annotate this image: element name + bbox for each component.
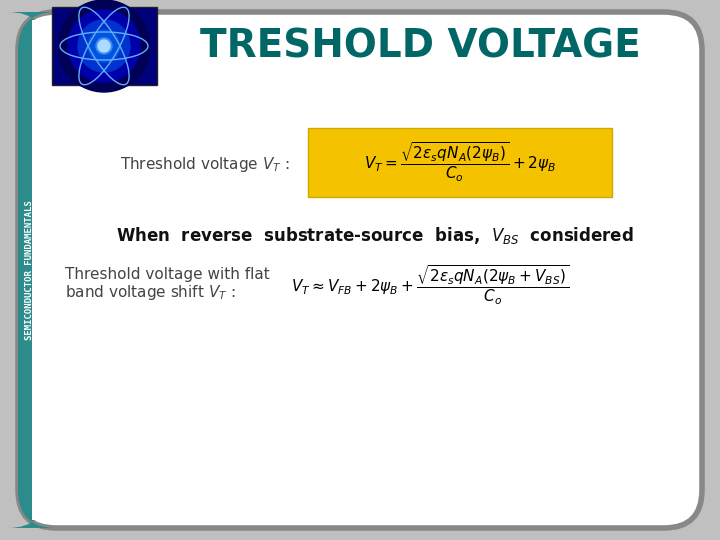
Bar <box>52 7 157 85</box>
FancyBboxPatch shape <box>8 12 56 528</box>
Circle shape <box>78 20 130 72</box>
Text: Threshold voltage $V_T$ :: Threshold voltage $V_T$ : <box>120 156 289 174</box>
Text: $V_T = \dfrac{\sqrt{2\varepsilon_s q N_A (2\psi_B)}}{C_o} + 2\psi_B$: $V_T = \dfrac{\sqrt{2\varepsilon_s q N_A… <box>364 141 556 184</box>
Circle shape <box>58 0 150 92</box>
Circle shape <box>96 38 112 54</box>
Text: When  reverse  substrate-source  bias,  $V_{BS}$  considered: When reverse substrate-source bias, $V_{… <box>116 225 634 246</box>
Text: SEMICONDUCTOR FUNDAMENTALS: SEMICONDUCTOR FUNDAMENTALS <box>25 200 35 340</box>
FancyBboxPatch shape <box>18 12 702 528</box>
Text: Threshold voltage with flat: Threshold voltage with flat <box>65 267 270 282</box>
Circle shape <box>98 40 110 52</box>
Bar <box>32 20 48 520</box>
Text: $V_T \approx V_{FB} + 2\psi_B + \dfrac{\sqrt{2\varepsilon_s q N_A (2\psi_B + V_{: $V_T \approx V_{FB} + 2\psi_B + \dfrac{\… <box>291 264 569 307</box>
Text: TRESHOLD VOLTAGE: TRESHOLD VOLTAGE <box>199 28 640 66</box>
FancyBboxPatch shape <box>308 128 612 197</box>
Circle shape <box>68 10 140 82</box>
Circle shape <box>88 30 120 62</box>
Text: band voltage shift $V_T$ :: band voltage shift $V_T$ : <box>65 284 235 302</box>
